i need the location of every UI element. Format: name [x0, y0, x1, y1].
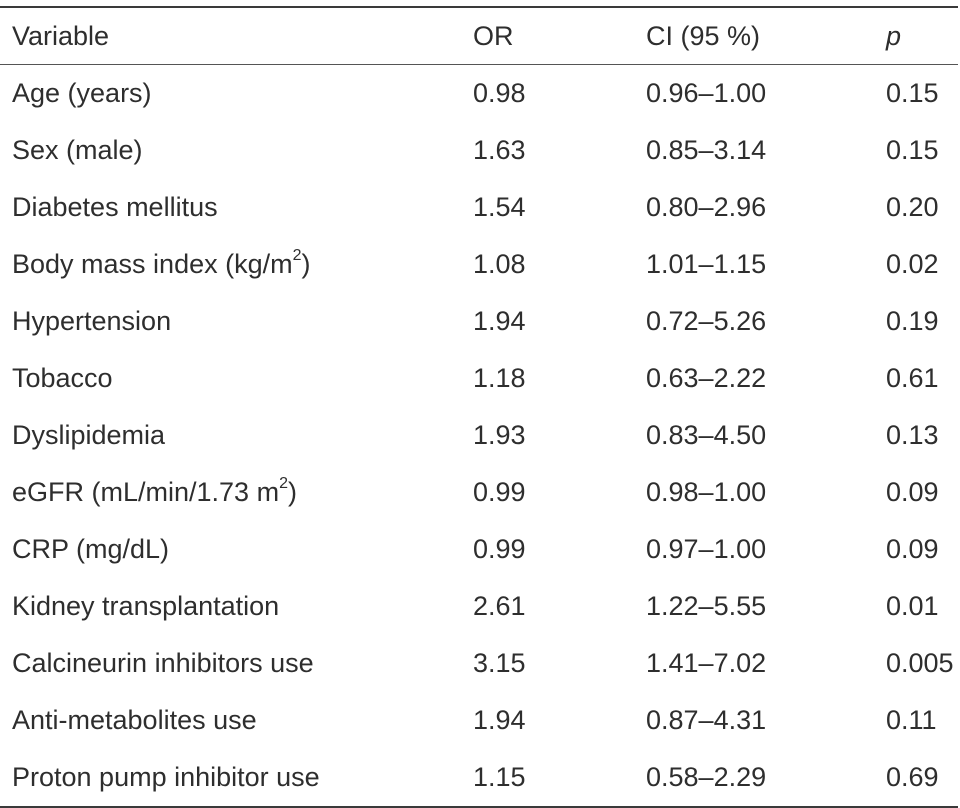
cell-or: 1.93 [473, 420, 526, 450]
cell-variable-superscript: 2 [292, 247, 302, 264]
header-ci: CI (95 %) [646, 21, 761, 51]
table-row: Age (years) 0.98 0.96–1.00 0.15 [0, 65, 958, 122]
cell-p: 0.09 [886, 477, 939, 507]
cell-variable-text: Tobacco [12, 363, 113, 393]
table-row: Dyslipidemia 1.93 0.83–4.50 0.13 [0, 407, 958, 464]
cell-p: 0.15 [886, 135, 939, 165]
cell-ci: 0.87–4.31 [646, 705, 767, 735]
header-variable: Variable [12, 21, 110, 51]
cell-ci: 0.80–2.96 [646, 192, 767, 222]
cell-p: 0.13 [886, 420, 939, 450]
cell-variable-text: Proton pump inhibitor use [12, 762, 320, 792]
cell-p: 0.15 [886, 78, 939, 108]
cell-ci: 0.58–2.29 [646, 762, 767, 792]
cell-p: 0.69 [886, 762, 939, 792]
cell-variable-text: Hypertension [12, 306, 172, 336]
cell-variable: Diabetes mellitus [12, 179, 218, 236]
table-row: Body mass index (kg/m2) 1.08 1.01–1.15 0.02 [0, 236, 958, 293]
cell-ci: 0.97–1.00 [646, 534, 767, 564]
cell-variable-text: eGFR (mL/min/1.73 m [12, 477, 280, 507]
cell-p: 0.20 [886, 192, 939, 222]
cell-or: 1.08 [473, 249, 526, 279]
table-top-rule [0, 6, 958, 8]
cell-variable-text: Diabetes mellitus [12, 192, 218, 222]
table-row: Tobacco 1.18 0.63–2.22 0.61 [0, 350, 958, 407]
cell-p: 0.005 [886, 648, 954, 678]
table-row: Anti-metabolites use 1.94 0.87–4.31 0.11 [0, 692, 958, 749]
cell-variable: Body mass index (kg/m2) [12, 236, 311, 293]
cell-variable-text: Kidney transplantation [12, 591, 280, 621]
cell-variable-suffix: ) [287, 477, 297, 507]
cell-variable: Calcineurin inhibitors use [12, 635, 314, 692]
cell-variable-text: Body mass index (kg/m [12, 249, 293, 279]
table-row: Hypertension 1.94 0.72–5.26 0.19 [0, 293, 958, 350]
cell-ci: 0.83–4.50 [646, 420, 767, 450]
table-header-row: Variable OR CI (95 %) p [0, 8, 958, 64]
cell-or: 0.98 [473, 78, 526, 108]
cell-ci: 0.96–1.00 [646, 78, 767, 108]
cell-or: 1.18 [473, 363, 526, 393]
table-row: Sex (male) 1.63 0.85–3.14 0.15 [0, 122, 958, 179]
cell-or: 1.94 [473, 705, 526, 735]
cell-ci: 0.85–3.14 [646, 135, 767, 165]
cell-variable: CRP (mg/dL) [12, 521, 169, 578]
cell-variable-text: Anti-metabolites use [12, 705, 257, 735]
cell-variable: Tobacco [12, 350, 113, 407]
cell-variable: Kidney transplantation [12, 578, 279, 635]
cell-variable-text: CRP (mg/dL) [12, 534, 170, 564]
cell-p: 0.61 [886, 363, 939, 393]
cell-ci: 1.01–1.15 [646, 249, 767, 279]
table-row: CRP (mg/dL) 0.99 0.97–1.00 0.09 [0, 521, 958, 578]
cell-variable-text: Dyslipidemia [12, 420, 166, 450]
table-body: Age (years) 0.98 0.96–1.00 0.15 Sex (male) 1.… [0, 65, 958, 806]
cell-p: 0.09 [886, 534, 939, 564]
cell-variable-suffix: ) [301, 249, 311, 279]
cell-ci: 0.72–5.26 [646, 306, 767, 336]
cell-or: 2.61 [473, 591, 526, 621]
cell-variable: Hypertension [12, 293, 171, 350]
cell-variable: Dyslipidemia [12, 407, 165, 464]
cell-variable-text: Calcineurin inhibitors use [12, 648, 314, 678]
cell-or: 0.99 [473, 534, 526, 564]
cell-p: 0.19 [886, 306, 939, 336]
cell-p: 0.02 [886, 249, 939, 279]
table-row: Diabetes mellitus 1.54 0.80–2.96 0.20 [0, 179, 958, 236]
cell-or: 3.15 [473, 648, 526, 678]
cell-ci: 0.63–2.22 [646, 363, 767, 393]
cell-variable: Age (years) [12, 65, 152, 122]
cell-variable: Anti-metabolites use [12, 692, 257, 749]
cell-or: 1.15 [473, 762, 526, 792]
cell-or: 1.54 [473, 192, 526, 222]
header-p: p [886, 21, 902, 51]
cell-ci: 1.41–7.02 [646, 648, 767, 678]
cell-p: 0.01 [886, 591, 939, 621]
cell-variable-text: Age (years) [12, 78, 152, 108]
table-header-rule [0, 64, 958, 65]
cell-ci: 0.98–1.00 [646, 477, 767, 507]
cell-variable-text: Sex (male) [12, 135, 143, 165]
cell-ci: 1.22–5.55 [646, 591, 767, 621]
table-row: Proton pump inhibitor use 1.15 0.58–2.29 0.… [0, 749, 958, 806]
cell-p: 0.11 [886, 705, 937, 735]
header-or: OR [473, 21, 514, 51]
cell-or: 1.94 [473, 306, 526, 336]
cell-variable: Sex (male) [12, 122, 143, 179]
cell-variable-superscript: 2 [279, 475, 288, 492]
table-row: Calcineurin inhibitors use 3.15 1.41–7.02 0… [0, 635, 958, 692]
table-row: eGFR (mL/min/1.73 m2) 0.99 0.98–1.00 0.09 [0, 464, 958, 521]
cell-or: 1.63 [473, 135, 526, 165]
table-row: Kidney transplantation 2.61 1.22–5.55 0.01 [0, 578, 958, 635]
cell-or: 0.99 [473, 477, 526, 507]
cell-variable: Proton pump inhibitor use [12, 749, 320, 806]
cell-variable: eGFR (mL/min/1.73 m2) [12, 464, 297, 521]
odds-ratio-table: Variable OR CI (95 %) p Age (years) 0.98 0… [0, 6, 958, 808]
